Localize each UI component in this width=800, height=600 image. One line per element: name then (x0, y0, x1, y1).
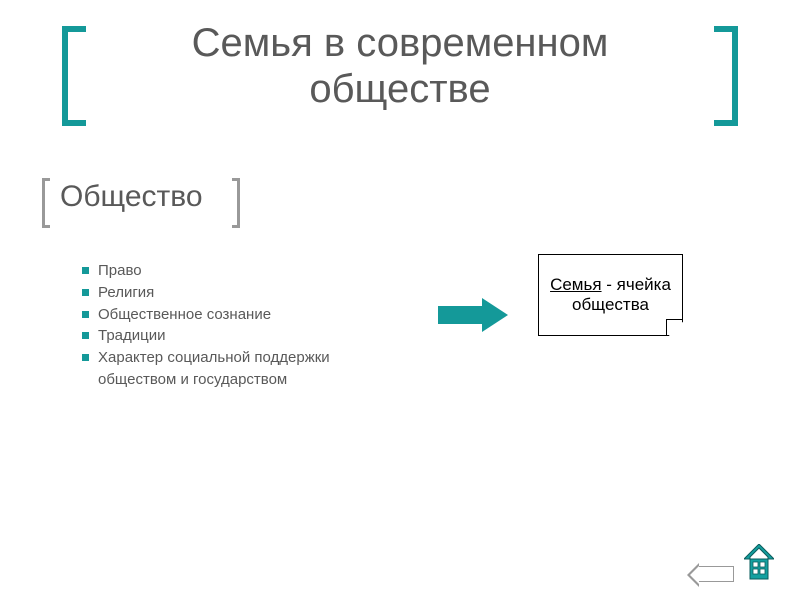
arrow-right-icon (438, 298, 508, 337)
home-button[interactable] (744, 544, 774, 582)
list-item: Право (82, 260, 412, 282)
bullet-list: Право Религия Общественное сознание Трад… (82, 260, 412, 391)
nav-controls (698, 544, 774, 582)
list-item: Традиции (82, 325, 412, 347)
slide-title: Семья в современном обществе (0, 20, 800, 112)
slide-subtitle: Общество (60, 180, 203, 214)
page-fold-icon (666, 319, 682, 335)
title-line2: обществе (309, 67, 490, 111)
slide-root: { "colors": { "accent": "#149999", "text… (0, 0, 800, 600)
subtitle-text: Общество (60, 180, 203, 214)
subtitle-bracket-left-icon (42, 178, 50, 228)
title-line1: Семья в современном (192, 21, 609, 65)
note-underlined: Семья (550, 275, 601, 294)
list-item: Религия (82, 282, 412, 304)
prev-button[interactable] (698, 566, 734, 582)
list-item: Общественное сознание (82, 304, 412, 326)
note-text: Семья - ячейка общества (539, 275, 682, 316)
list-item: Характер социальной поддержки обществом … (82, 347, 412, 391)
note-box: Семья - ячейка общества (538, 254, 683, 336)
subtitle-bracket-right-icon (232, 178, 240, 228)
